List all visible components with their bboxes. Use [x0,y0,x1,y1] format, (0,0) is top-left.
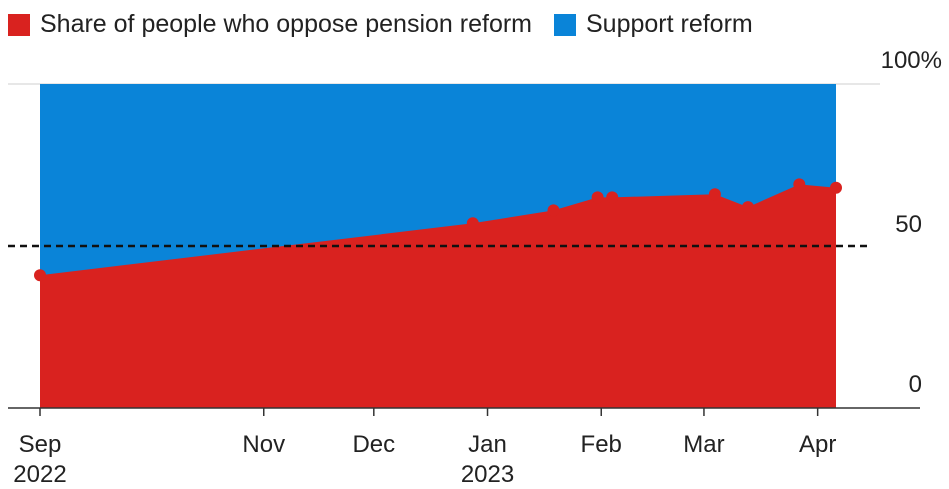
y-tick-label-50: 50 [895,211,922,238]
y-tick-label-100: 100% [881,47,942,74]
x-tick-label-feb: Feb [581,431,622,458]
data-point-2 [547,204,560,217]
x-tick-sublabel-2022: 2022 [13,461,66,488]
x-tick-label-mar: Mar [683,431,724,458]
legend: Share of people who oppose pension refor… [8,10,775,39]
x-tick-label-jan: Jan [468,431,507,458]
legend-item-support: Support reform [554,10,753,39]
legend-item-oppose: Share of people who oppose pension refor… [8,10,532,39]
legend-label-support: Support reform [586,10,753,38]
data-point-4 [606,191,619,204]
x-tick-label-dec: Dec [352,431,395,458]
legend-swatch-support [554,13,576,36]
data-point-3 [591,191,604,204]
x-tick-label-sep: Sep [19,431,62,458]
legend-label-oppose: Share of people who oppose pension refor… [40,10,532,38]
data-point-0 [34,269,46,282]
x-tick-sublabel-2023: 2023 [461,461,514,488]
data-point-5 [708,188,721,201]
data-point-6 [742,201,754,214]
oppose-area [40,184,836,408]
x-tick-label-nov: Nov [242,431,285,458]
x-tick-label-apr: Apr [799,431,836,458]
legend-swatch-oppose [8,13,30,36]
y-tick-label-0: 0 [909,371,922,398]
data-point-7 [793,178,806,191]
data-point-1 [466,217,479,230]
data-point-8 [830,181,842,194]
